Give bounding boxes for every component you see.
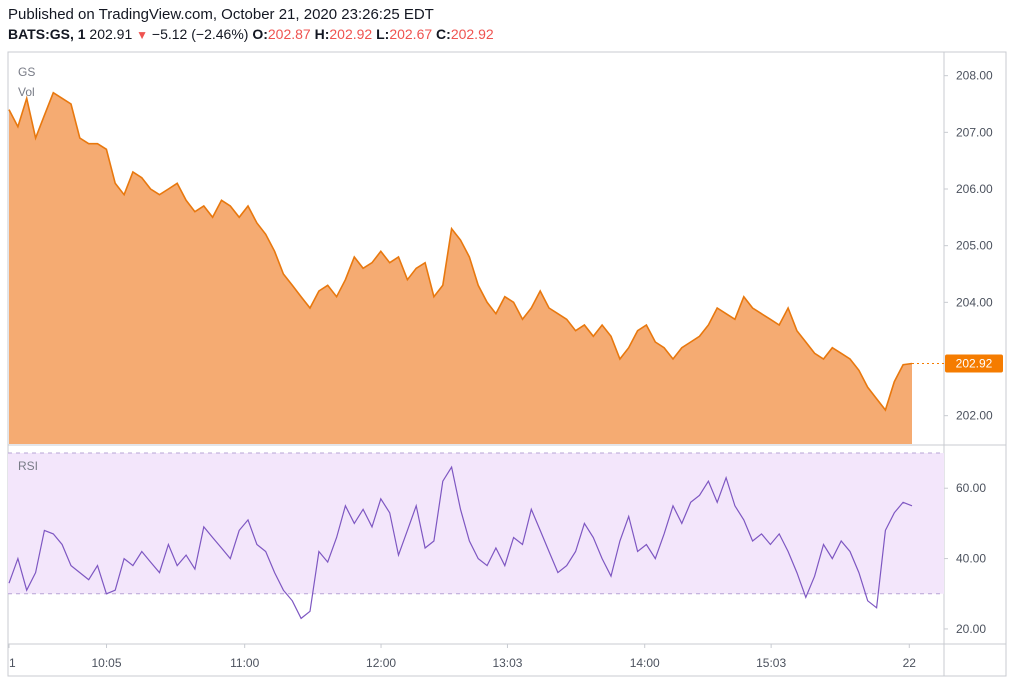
price-pane (8, 91, 913, 444)
time-tick-label: 13:03 (492, 656, 522, 670)
last-price-badge-text: 202.92 (956, 357, 993, 371)
rsi-line (8, 465, 913, 620)
price-tick-label: 208.00 (956, 69, 993, 83)
rsi-pane (8, 465, 913, 620)
time-tick-label: 10:05 (92, 656, 122, 670)
rsi-axis: 60.00 40.00 20.00 (944, 481, 986, 636)
time-tick-label: 22 (903, 656, 917, 670)
price-area (9, 92, 912, 444)
price-line (8, 91, 913, 412)
low-value: 202.67 (389, 26, 433, 42)
down-arrow-icon: ▼ (136, 28, 149, 42)
rsi-tick-label: 20.00 (956, 622, 986, 636)
high-value: 202.92 (329, 26, 373, 42)
chart-frame (7, 51, 1007, 677)
symbol-name[interactable]: BATS:GS, 1 (8, 26, 86, 42)
open-label: O: (252, 26, 268, 42)
time-tick-label: 12:00 (366, 656, 396, 670)
time-tick-label: 15:03 (756, 656, 786, 670)
price-change: −5.12 (−2.46%) (151, 26, 249, 42)
rsi-tick-label: 40.00 (956, 552, 986, 566)
price-tick-label: 202.00 (956, 409, 993, 423)
last-price: 202.91 (89, 26, 133, 42)
time-tick-label: 1 (9, 656, 16, 670)
time-axis: 1 10:05 11:00 12:00 13:03 14:00 15:03 22 (8, 644, 917, 670)
symbol-summary: BATS:GS, 1 202.91 ▼ −5.12 (−2.46%) O:202… (8, 26, 494, 42)
price-axis: 208.00 207.00 206.00 205.00 204.00 202.00 (944, 69, 993, 423)
price-tick-label: 204.00 (956, 295, 993, 309)
pane-label-symbol: GS (18, 65, 35, 79)
time-tick-label: 14:00 (630, 656, 660, 670)
high-label: H: (314, 26, 330, 42)
time-tick-label: 11:00 (230, 656, 259, 670)
open-value: 202.87 (267, 26, 311, 42)
low-label: L: (376, 26, 390, 42)
last-price-badge (945, 354, 1003, 373)
price-tick-label: 205.00 (956, 239, 993, 253)
rsi-band (8, 453, 944, 594)
pane-label-rsi: RSI (18, 459, 38, 473)
pane-label-volume: Vol (18, 85, 35, 99)
price-tick-label: 207.00 (956, 125, 993, 139)
close-label: C: (436, 26, 451, 42)
close-value: 202.92 (450, 26, 494, 42)
price-tick-label: 206.00 (956, 182, 993, 196)
published-caption: Published on TradingView.com, October 21… (8, 6, 434, 23)
rsi-tick-label: 60.00 (956, 481, 986, 495)
